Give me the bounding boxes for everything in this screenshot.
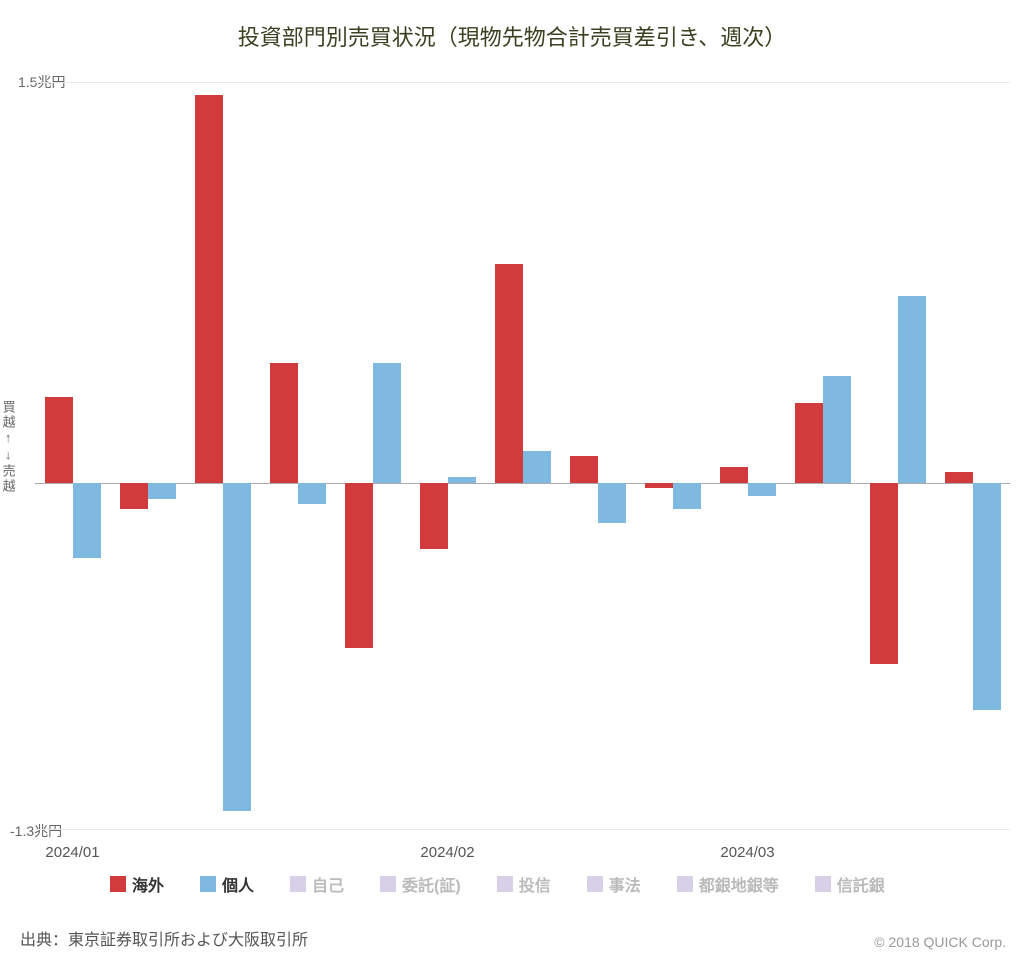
x-tick-label: 2024/02 xyxy=(420,844,474,861)
bar-海外 xyxy=(195,95,223,482)
legend-label: 個人 xyxy=(222,872,254,896)
legend-swatch xyxy=(497,876,513,892)
bar-海外 xyxy=(720,467,748,483)
legend-item-個人[interactable]: 個人 xyxy=(200,872,254,896)
bar-海外 xyxy=(495,264,523,483)
bar-海外 xyxy=(120,483,148,510)
bar-個人 xyxy=(73,483,101,558)
x-tick-label: 2024/01 xyxy=(45,844,99,861)
bar-個人 xyxy=(598,483,626,523)
bar-海外 xyxy=(420,483,448,550)
legend-label: 投信 xyxy=(519,872,551,896)
bar-海外 xyxy=(645,483,673,488)
legend: 海外 個人 自己 委託(証) 投信 事法 都銀地銀等 信託銀 xyxy=(110,872,980,904)
plot-area: 2024/012024/022024/03 xyxy=(35,82,1010,830)
copyright-text: © 2018 QUICK Corp. xyxy=(874,934,1006,950)
legend-label: 信託銀 xyxy=(837,872,885,896)
legend-item-自己[interactable]: 自己 xyxy=(290,872,344,896)
bar-個人 xyxy=(823,376,851,483)
bar-海外 xyxy=(270,363,298,483)
bar-個人 xyxy=(673,483,701,510)
bar-海外 xyxy=(795,403,823,483)
bar-海外 xyxy=(345,483,373,649)
zero-line xyxy=(35,483,1010,484)
bar-個人 xyxy=(523,451,551,483)
y-axis-mid-label: 買越↑↓売越 xyxy=(0,400,16,494)
bar-個人 xyxy=(898,296,926,483)
bar-海外 xyxy=(570,456,598,483)
legend-label: 委託(証) xyxy=(402,872,461,896)
legend-item-海外[interactable]: 海外 xyxy=(110,872,164,896)
bar-個人 xyxy=(148,483,176,499)
source-attribution: 出典：東京証券取引所および大阪取引所 xyxy=(20,926,308,950)
bar-個人 xyxy=(373,363,401,483)
legend-item-委託(証)[interactable]: 委託(証) xyxy=(380,872,461,896)
chart-title: 投資部門別売買状況（現物先物合計売買差引き、週次） xyxy=(0,0,1024,52)
grid-line-top xyxy=(35,82,1010,83)
legend-item-信託銀[interactable]: 信託銀 xyxy=(815,872,885,896)
legend-swatch xyxy=(815,876,831,892)
bar-個人 xyxy=(223,483,251,812)
legend-swatch xyxy=(677,876,693,892)
legend-item-都銀地銀等[interactable]: 都銀地銀等 xyxy=(677,872,779,896)
bar-海外 xyxy=(870,483,898,665)
x-tick-label: 2024/03 xyxy=(720,844,774,861)
legend-swatch xyxy=(380,876,396,892)
grid-line-bottom xyxy=(35,829,1010,830)
bar-個人 xyxy=(973,483,1001,710)
legend-item-事法[interactable]: 事法 xyxy=(587,872,641,896)
bar-海外 xyxy=(945,472,973,483)
legend-item-投信[interactable]: 投信 xyxy=(497,872,551,896)
bar-個人 xyxy=(298,483,326,504)
legend-label: 事法 xyxy=(609,872,641,896)
bar-個人 xyxy=(448,477,476,482)
legend-swatch xyxy=(200,876,216,892)
legend-label: 海外 xyxy=(132,872,164,896)
legend-swatch xyxy=(587,876,603,892)
legend-label: 都銀地銀等 xyxy=(699,872,779,896)
bar-個人 xyxy=(748,483,776,496)
legend-swatch xyxy=(110,876,126,892)
legend-label: 自己 xyxy=(312,872,344,896)
legend-swatch xyxy=(290,876,306,892)
bar-海外 xyxy=(45,397,73,482)
chart-container: 投資部門別売買状況（現物先物合計売買差引き、週次） 1.5兆円 -1.3兆円 買… xyxy=(0,0,1024,964)
